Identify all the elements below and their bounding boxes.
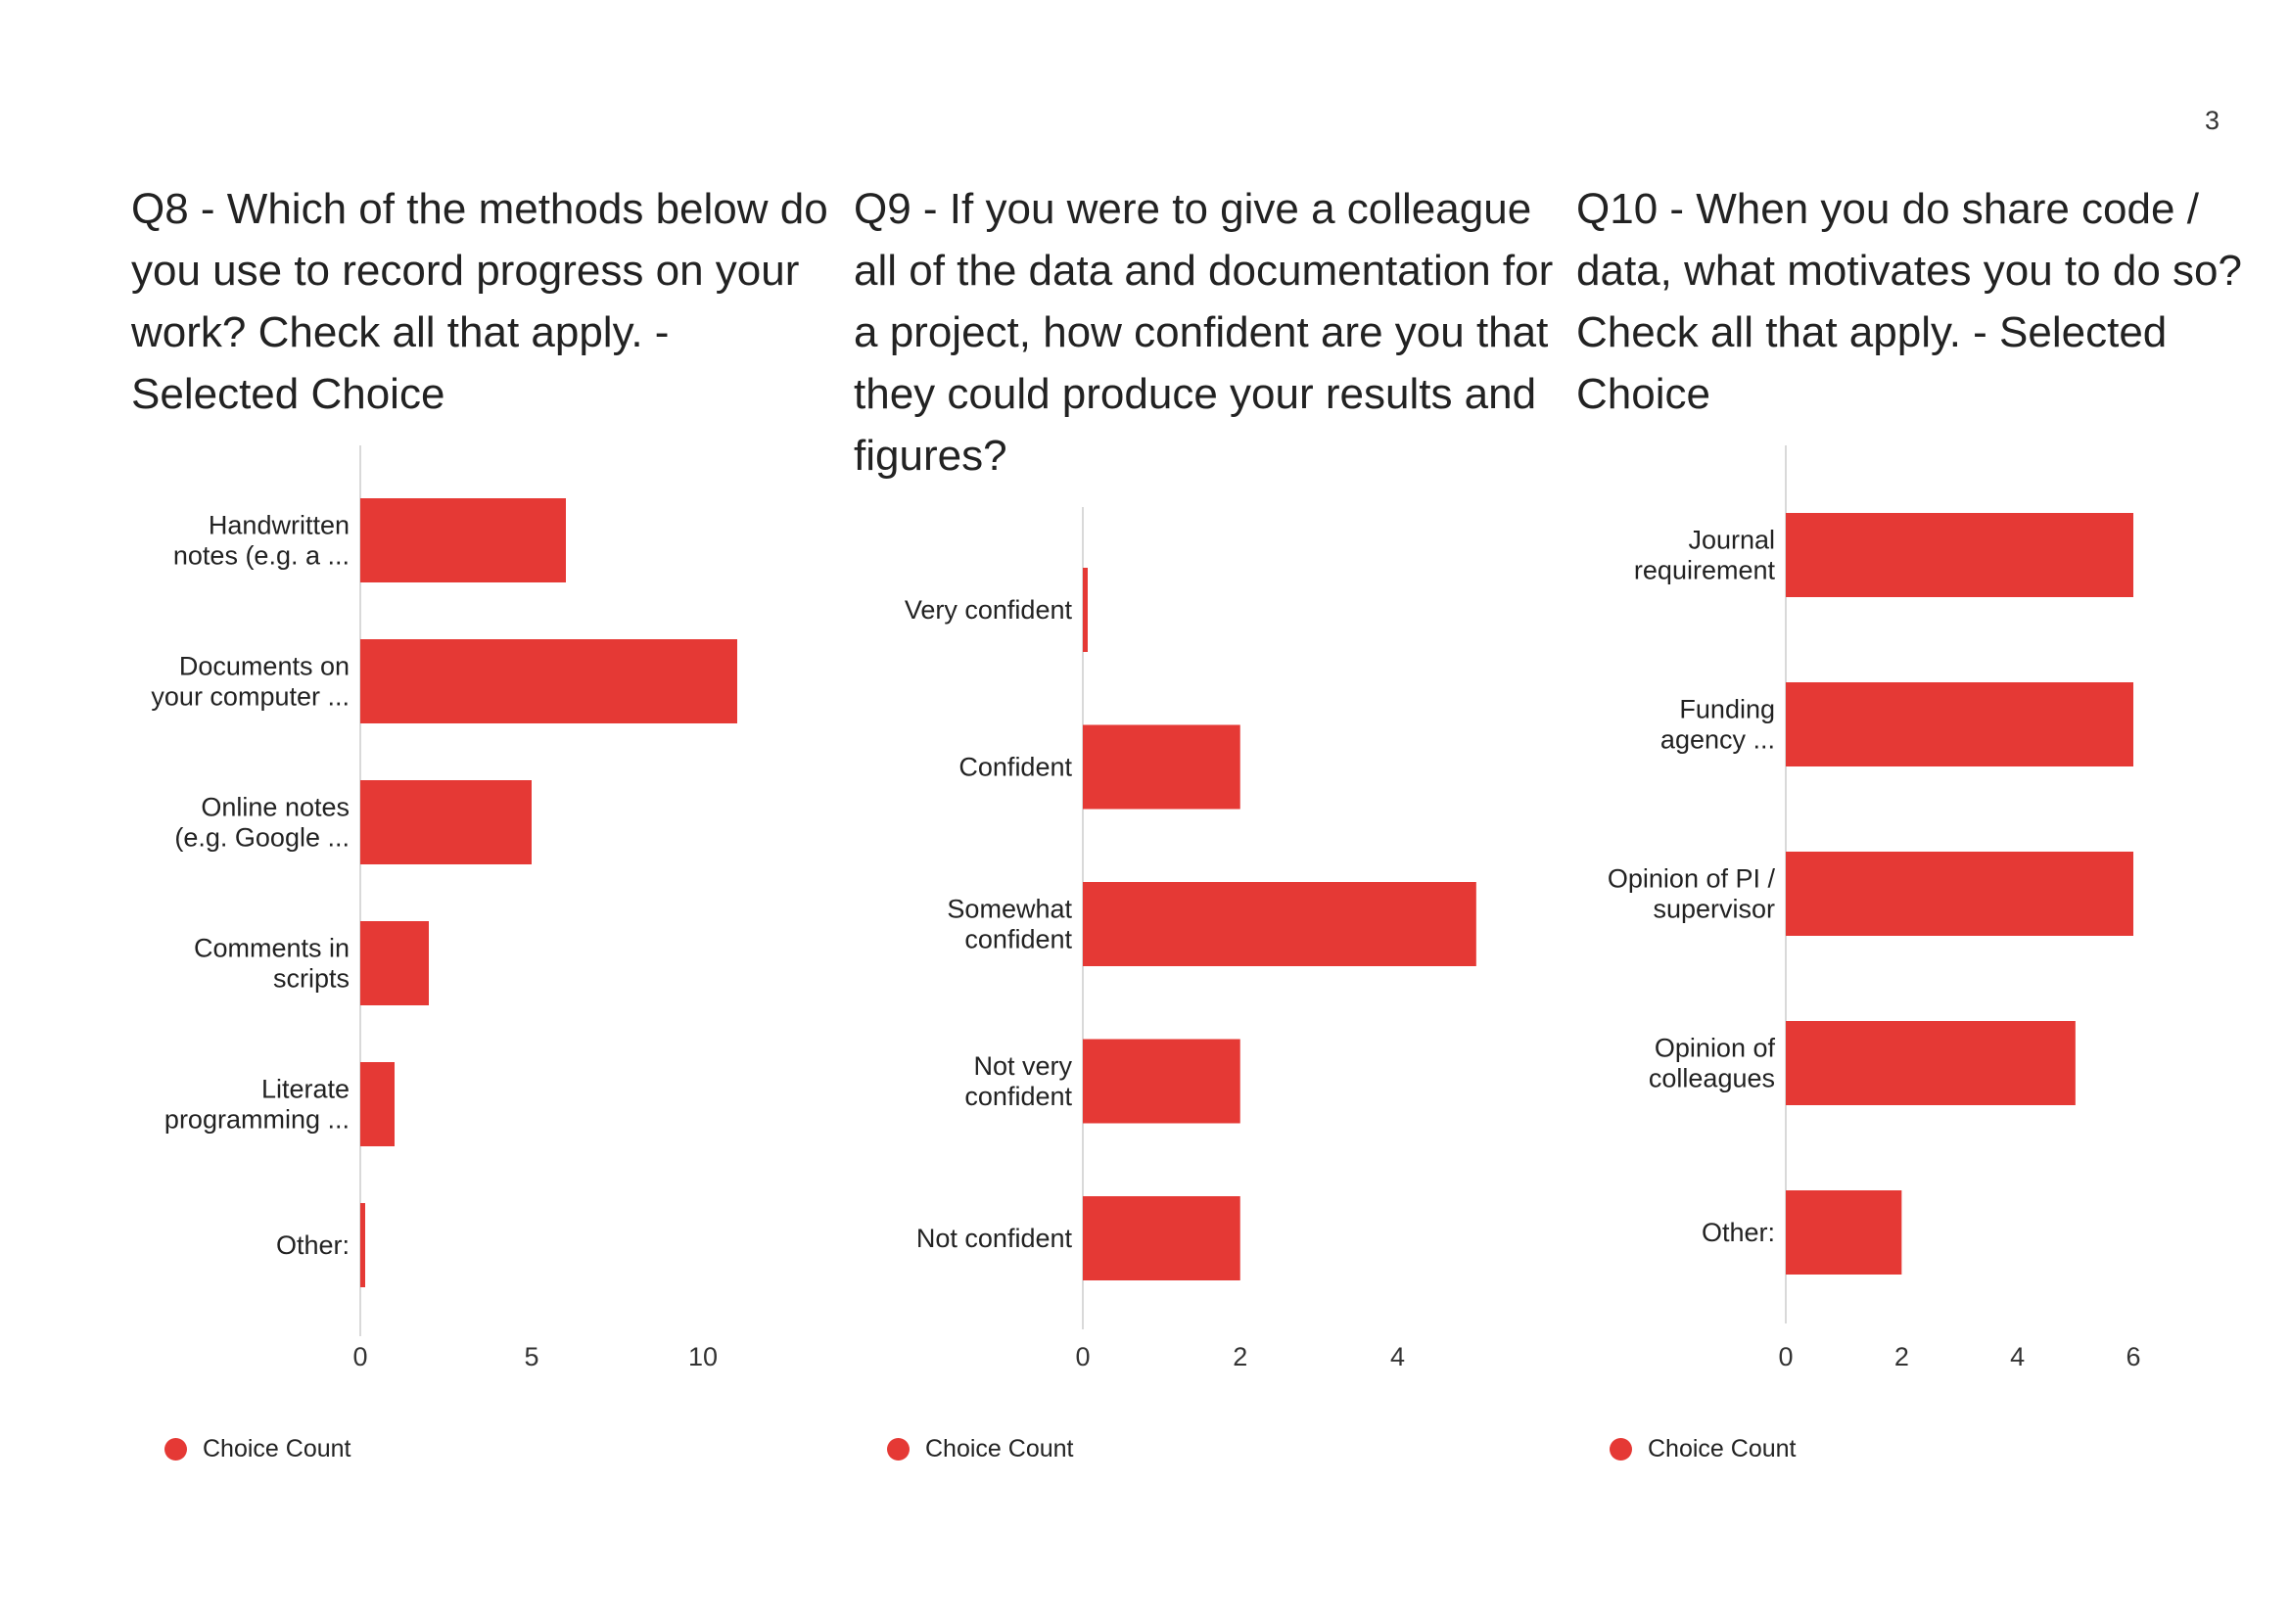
x-tick-label: 6 xyxy=(2126,1342,2140,1371)
bar xyxy=(1083,882,1476,966)
bar xyxy=(360,921,429,1005)
bar xyxy=(1786,1021,2076,1105)
category-label-line: colleagues xyxy=(1649,1064,1775,1093)
category-label-line: confident xyxy=(964,925,1072,954)
category-label: Other: xyxy=(276,1230,350,1260)
chart-title: Q8 - Which of the methods below do you u… xyxy=(131,185,828,418)
category-label-line: (e.g. Google ... xyxy=(174,823,350,853)
chart-title: Q10 - When you do share code / data, wha… xyxy=(1576,185,2242,418)
category-label-line: confident xyxy=(964,1082,1072,1111)
bar xyxy=(360,1062,395,1146)
legend-label: Choice Count xyxy=(1648,1435,1797,1462)
category-label: Documents on your computer ... xyxy=(151,652,350,712)
category-label-line: requirement xyxy=(1634,556,1776,585)
bar xyxy=(360,1203,365,1287)
category-label-line: Documents on xyxy=(179,652,350,681)
category-label-line: notes (e.g. a ... xyxy=(173,541,350,571)
legend: Choice Count xyxy=(1610,1435,1796,1463)
x-tick-label: 0 xyxy=(1778,1342,1793,1371)
bar xyxy=(360,639,737,723)
legend-label: Choice Count xyxy=(925,1435,1074,1462)
category-label-line: your computer ... xyxy=(151,682,350,712)
category-label-line: Confident xyxy=(958,753,1072,782)
bar-chart: Handwritten notes (e.g. a ... Documents on… xyxy=(151,445,737,1371)
bar xyxy=(1083,568,1088,652)
category-label: Not confident xyxy=(916,1224,1073,1253)
category-label-line: Handwritten xyxy=(209,511,350,540)
category-label-line: Opinion of PI / xyxy=(1608,864,1776,894)
category-label-line: Other: xyxy=(276,1230,350,1260)
category-label-line: Very confident xyxy=(905,595,1073,625)
bar xyxy=(360,498,566,582)
x-tick-label: 4 xyxy=(2010,1342,2025,1371)
category-label: Other: xyxy=(1702,1218,1775,1247)
category-label: Somewhat confident xyxy=(947,895,1072,954)
category-label: Literate programming ... xyxy=(164,1075,350,1135)
bar xyxy=(1786,513,2133,597)
legend-label: Choice Count xyxy=(203,1435,351,1462)
category-label-line: supervisor xyxy=(1653,895,1775,924)
category-label-line: Not confident xyxy=(916,1224,1073,1253)
x-tick-label: 2 xyxy=(1233,1342,1247,1371)
legend-swatch xyxy=(1610,1438,1632,1461)
x-tick-label: 0 xyxy=(352,1342,367,1371)
category-label-line: Online notes xyxy=(201,793,350,822)
chart-title: Q9 - If you were to give a colleague all… xyxy=(854,185,1554,480)
legend: Choice Count xyxy=(164,1435,351,1463)
category-label-line: scripts xyxy=(273,964,350,994)
category-label: Not very confident xyxy=(964,1051,1072,1111)
category-label-line: agency ... xyxy=(1660,725,1775,755)
category-label: Online notes (e.g. Google ... xyxy=(174,793,350,853)
bar xyxy=(1083,724,1240,810)
category-label: Journal requirement xyxy=(1634,526,1776,585)
x-tick-label: 10 xyxy=(688,1342,718,1371)
chart-panel-q10: Q10 - When you do share code / data, wha… xyxy=(1576,0,2281,1624)
category-label: Opinion of colleagues xyxy=(1649,1034,1776,1093)
bar xyxy=(1083,1039,1240,1124)
category-label-line: Somewhat xyxy=(947,895,1072,924)
bar xyxy=(1083,1196,1240,1280)
category-label-line: Funding xyxy=(1679,695,1775,724)
category-label-line: Literate xyxy=(261,1075,350,1104)
x-tick-label: 0 xyxy=(1075,1342,1090,1371)
category-label-line: programming ... xyxy=(164,1105,350,1135)
chart-panel-q8: Q8 - Which of the methods below do you u… xyxy=(131,0,836,1624)
category-label-line: Opinion of xyxy=(1655,1034,1776,1063)
category-label-line: Comments in xyxy=(194,934,350,963)
category-label: Comments in scripts xyxy=(194,934,350,994)
x-tick-label: 2 xyxy=(1894,1342,1909,1371)
category-label-line: Not very xyxy=(973,1051,1072,1081)
category-label: Opinion of PI / supervisor xyxy=(1608,864,1776,924)
page-number: 3 xyxy=(2204,106,2220,135)
legend: Choice Count xyxy=(887,1435,1073,1463)
category-label: Very confident xyxy=(905,595,1073,625)
category-label-line: Journal xyxy=(1688,526,1775,555)
bar xyxy=(360,780,532,864)
bar xyxy=(1786,1190,1902,1275)
bar xyxy=(1786,682,2133,766)
chart-panel-q9: Q9 - If you were to give a colleague all… xyxy=(854,0,1559,1624)
category-label: Confident xyxy=(958,753,1072,782)
x-tick-label: 5 xyxy=(524,1342,538,1371)
bar xyxy=(1786,852,2133,936)
category-label-line: Other: xyxy=(1702,1218,1775,1247)
category-label: Funding agency ... xyxy=(1660,695,1775,755)
legend-swatch xyxy=(164,1438,187,1461)
category-label: Handwritten notes (e.g. a ... xyxy=(173,511,350,571)
legend-swatch xyxy=(887,1438,910,1461)
x-tick-label: 4 xyxy=(1390,1342,1405,1371)
bar-chart: Journal requirement Funding agency ... Opini… xyxy=(1608,445,2141,1371)
